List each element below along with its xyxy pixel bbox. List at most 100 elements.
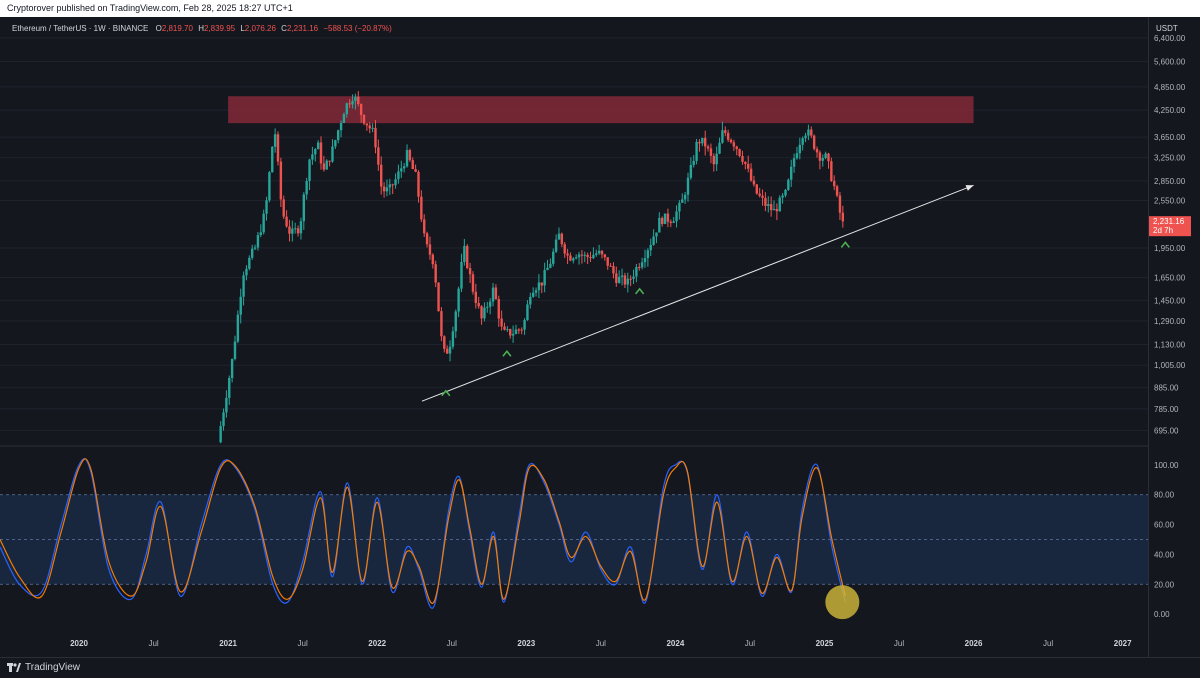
candle xyxy=(259,224,262,238)
candle-body xyxy=(423,219,426,234)
candle-body xyxy=(440,311,443,337)
candle xyxy=(643,249,647,268)
candle xyxy=(445,345,449,354)
candle-body xyxy=(308,159,311,181)
grid xyxy=(0,37,1148,431)
candle xyxy=(617,270,621,284)
candle xyxy=(248,255,251,271)
candle xyxy=(282,195,285,219)
candle-body xyxy=(764,197,767,206)
candle xyxy=(540,282,543,294)
candle-body xyxy=(612,266,615,274)
time-tick-label: Jul xyxy=(148,639,158,648)
candle-body xyxy=(787,179,790,190)
candle xyxy=(468,262,472,283)
candle-body xyxy=(638,266,641,268)
candle-body xyxy=(259,232,262,236)
candle-body xyxy=(686,177,690,195)
price-tick-label: 785.00 xyxy=(1154,405,1179,414)
candle xyxy=(397,164,400,184)
candle-body xyxy=(738,149,741,156)
tradingview-brand[interactable]: TradingView xyxy=(7,662,80,673)
chart-canvas[interactable]: USDT 6,400.00 5,600.00 4,850.00 4,250.00 3,6… xyxy=(0,17,1200,657)
candle-body xyxy=(540,282,543,286)
candle xyxy=(827,152,830,169)
candle xyxy=(672,216,675,224)
candle-body xyxy=(514,329,518,334)
stoch-band xyxy=(0,494,1148,585)
candle xyxy=(509,328,512,339)
candle-body xyxy=(586,254,589,258)
candle xyxy=(503,322,506,331)
candle xyxy=(420,190,423,223)
candle-body xyxy=(595,253,598,255)
candle xyxy=(764,192,767,212)
chart-panel[interactable]: USDT 6,400.00 5,600.00 4,850.00 4,250.00 3,6… xyxy=(0,17,1200,657)
candle xyxy=(769,196,773,217)
candle xyxy=(517,328,521,334)
candle-body xyxy=(509,329,512,336)
candle xyxy=(649,238,652,256)
candle-body xyxy=(262,213,265,233)
candle xyxy=(242,271,245,306)
candle-body xyxy=(428,244,432,255)
candle-body xyxy=(600,250,604,255)
candle-body xyxy=(543,270,546,286)
stoch-axis[interactable]: 100.00 80.00 60.00 40.00 20.00 0.00 xyxy=(1154,461,1179,619)
candle xyxy=(709,143,713,164)
candle xyxy=(391,183,394,195)
candle-body xyxy=(735,146,738,150)
candle xyxy=(417,170,420,203)
candle-body xyxy=(517,329,521,331)
candle xyxy=(589,251,592,262)
candle xyxy=(276,131,280,166)
legend-h-value: 2,839.95 xyxy=(204,24,236,33)
low-marker-icon xyxy=(502,350,512,357)
candle xyxy=(423,214,426,237)
candle xyxy=(792,153,796,173)
candle-body xyxy=(537,282,541,291)
candle-body xyxy=(468,268,472,275)
candle-body xyxy=(841,212,845,222)
time-tick-label: Jul xyxy=(447,639,457,648)
candle xyxy=(236,310,240,344)
candle-body xyxy=(334,140,337,147)
candle xyxy=(253,244,257,251)
candle-body xyxy=(451,331,455,347)
candle-body xyxy=(715,153,718,165)
candle xyxy=(695,138,698,165)
candle-body xyxy=(781,195,784,198)
candle xyxy=(615,266,618,287)
candle-body xyxy=(790,166,793,180)
candle xyxy=(767,196,770,213)
candle-body xyxy=(374,127,377,148)
candle xyxy=(646,248,650,267)
price-tag: 2,231.16 2d 7h xyxy=(1149,216,1191,237)
trendline[interactable] xyxy=(421,184,974,402)
candle xyxy=(288,219,291,242)
candle xyxy=(566,248,569,265)
candle xyxy=(342,112,346,124)
candle-body xyxy=(643,258,647,263)
candle-body xyxy=(778,197,781,212)
price-axis[interactable]: 6,400.00 5,600.00 4,850.00 4,250.00 3,650.00… xyxy=(1154,34,1186,436)
candle-body xyxy=(529,296,532,305)
candle xyxy=(681,193,684,203)
candle-body xyxy=(721,130,724,143)
candle xyxy=(712,153,716,172)
candle xyxy=(388,178,392,195)
time-tick-label: 2021 xyxy=(219,639,237,648)
candle-body xyxy=(506,329,509,331)
time-axis[interactable]: 2020 Jul 2021 Jul 2022 Jul 2023 Jul 2024 Jul 2025 J… xyxy=(70,639,1132,648)
candle-body xyxy=(474,291,478,304)
candle-body xyxy=(325,160,328,170)
candle xyxy=(660,216,664,227)
legend-change: −588.53 (−20.87%) xyxy=(323,24,392,33)
publish-info: Cryptorover published on TradingView.com… xyxy=(7,3,293,13)
candle xyxy=(377,139,380,171)
candle-body xyxy=(597,250,601,254)
candle xyxy=(706,144,710,152)
candle xyxy=(698,139,701,152)
candle-body xyxy=(732,142,736,147)
price-tag-countdown: 2d 7h xyxy=(1153,226,1173,235)
